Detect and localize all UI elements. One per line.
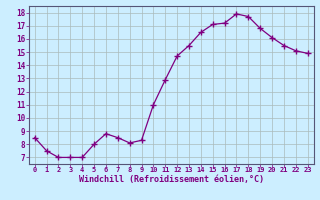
X-axis label: Windchill (Refroidissement éolien,°C): Windchill (Refroidissement éolien,°C) [79,175,264,184]
